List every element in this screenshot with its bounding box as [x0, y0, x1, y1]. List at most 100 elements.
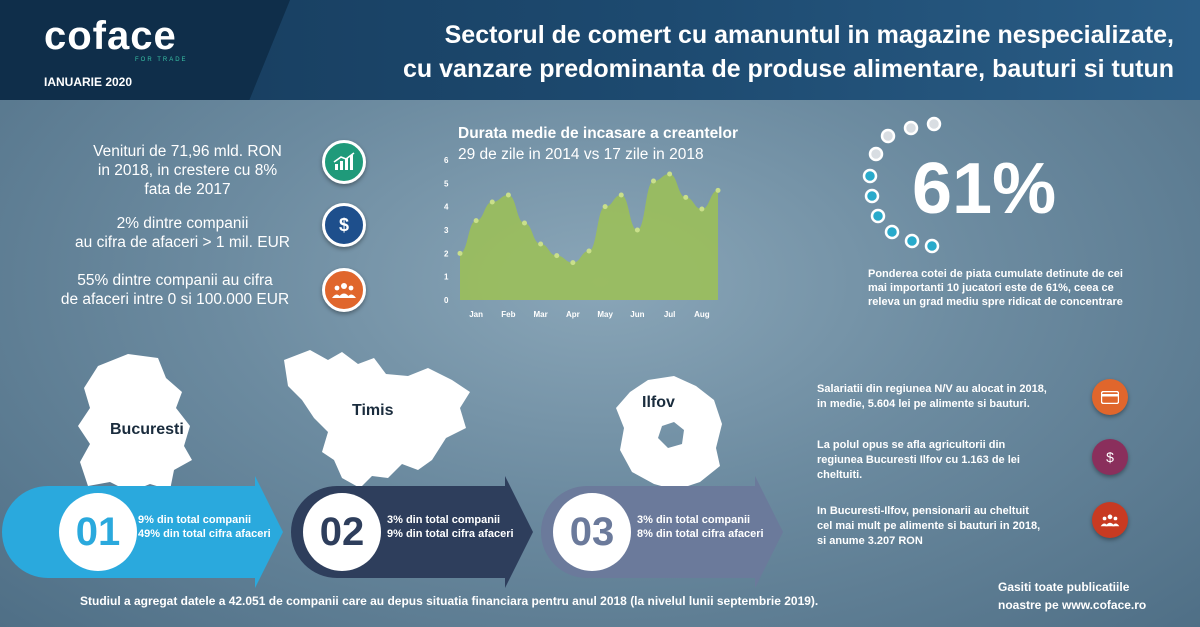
share-dot [903, 120, 919, 136]
publication-date: IANUARIE 2020 [44, 75, 133, 89]
y-tick-label: 4 [444, 203, 449, 212]
chart-subtitle: 29 de zile in 2014 vs 17 zile in 2018 [458, 146, 704, 163]
region-ilfov-line1: 3% din total companii [637, 514, 751, 526]
fact-farmers-line1: La polul opus se afla agricultorii din [817, 439, 1006, 451]
region-bucuresti-line1: 9% din total companii [138, 514, 252, 526]
area-chart: 0 1 2 3 4 5 6 Jan Feb Mar Apr May Jun Jul Aug [444, 156, 721, 319]
header-logo-panel [0, 0, 290, 100]
stat-large-line1: 2% dintre companii [116, 215, 249, 232]
region-number-02: 02 [303, 493, 381, 571]
region-stats-ilfov: 3% din total companii 8% din total cifra… [637, 513, 764, 541]
map-ilfov [616, 376, 722, 490]
data-point [602, 204, 608, 210]
map-label-timis: Timis [352, 402, 394, 419]
x-tick-label: May [597, 310, 613, 319]
y-tick-label: 0 [444, 296, 449, 305]
title-line-2: cu vanzare predominanta de produse alime… [403, 55, 1174, 83]
market-share-value: 61% [912, 149, 1057, 229]
growth-chart-icon [322, 140, 366, 184]
stat-revenue: Venituri de 71,96 mld. RON in 2018, in c… [60, 142, 315, 199]
map-label-ilfov: Ilfov [642, 394, 675, 411]
x-tick-label: Apr [566, 310, 580, 319]
data-point [586, 248, 592, 254]
data-point [505, 192, 511, 198]
map-bucuresti [78, 354, 192, 492]
fact-farmers-line2: regiunea Bucuresti Ilfov cu 1.163 de lei [817, 454, 1020, 466]
region-number-03: 03 [553, 493, 631, 571]
share-dot [926, 116, 942, 132]
stat-large-line2: au cifra de afaceri > 1 mil. EUR [75, 234, 290, 251]
fact-nv-line2: in medie, 5.604 lei pe alimente si bautu… [817, 398, 1030, 410]
data-point [699, 206, 705, 212]
x-tick-label: Aug [694, 310, 710, 319]
region-stats-bucuresti: 9% din total companii 49% din total cifr… [138, 513, 271, 541]
data-point [667, 171, 673, 177]
stat-revenue-line2: in 2018, in crestere cu 8% [97, 162, 278, 179]
people-group-icon [1092, 502, 1128, 538]
share-dot-highlighted [864, 188, 880, 204]
data-point [554, 253, 560, 259]
x-tick-label: Jun [630, 310, 644, 319]
data-point [570, 260, 576, 266]
data-point [715, 187, 721, 193]
data-point [618, 192, 624, 198]
y-tick-label: 2 [444, 249, 449, 258]
y-tick-label: 6 [444, 156, 449, 165]
share-dot-highlighted [862, 168, 878, 184]
footer-study-note: Studiul a agregat datele a 42.051 de com… [80, 594, 819, 608]
footer-website-note[interactable]: Gasiti toate publicatiile noastre pe www… [998, 578, 1146, 614]
coface-logo: coface [44, 14, 177, 58]
y-tick-label: 5 [444, 179, 449, 188]
data-point [473, 218, 479, 224]
share-dots-arc [862, 116, 942, 254]
region-timis-line1: 3% din total companii [387, 514, 501, 526]
footer-web-line2[interactable]: noastre pe www.coface.ro [998, 598, 1147, 612]
region-ilfov-line2: 8% din total cifra afaceri [637, 528, 764, 540]
data-point [457, 250, 463, 256]
data-point [538, 241, 544, 247]
money-bag-icon: $ [322, 203, 366, 247]
share-dot [880, 128, 896, 144]
fact-farmers: La polul opus se afla agricultorii din r… [817, 438, 1087, 483]
fact-pensioners-line3: si anume 3.207 RON [817, 535, 923, 547]
stat-small-line1: 55% dintre companii au cifra [77, 272, 273, 289]
y-tick-label: 1 [444, 273, 449, 282]
fact-nv-employees: Salariatii din regiunea N/V au alocat in… [817, 382, 1087, 412]
data-point [683, 194, 689, 200]
y-tick-label: 3 [444, 226, 449, 235]
stat-revenue-line3: fata de 2017 [144, 181, 231, 198]
map-label-bucuresti: Bucuresti [110, 421, 184, 438]
stat-small-companies: 55% dintre companii au cifra de afaceri … [25, 271, 325, 309]
stat-revenue-line1: Venituri de 71,96 mld. RON [93, 143, 282, 160]
fact-farmers-line3: cheltuiti. [817, 469, 863, 481]
chart-title: Durata medie de incasare a creantelor [458, 125, 738, 142]
share-dot-highlighted [884, 224, 900, 240]
page-title: Sectorul de comert cu amanuntul in magaz… [298, 18, 1174, 86]
share-dot [868, 146, 884, 162]
share-dot-highlighted [904, 233, 920, 249]
region-stats-timis: 3% din total companii 9% din total cifra… [387, 513, 514, 541]
x-tick-label: Mar [534, 310, 548, 319]
map-timis [284, 350, 470, 488]
fact-pensioners: In Bucuresti-Ilfov, pensionarii au chelt… [817, 504, 1087, 549]
credit-card-icon [1092, 379, 1128, 415]
region-timis-line2: 9% din total cifra afaceri [387, 528, 514, 540]
fact-pensioners-line2: cel mai mult pe alimente si bauturi in 2… [817, 520, 1041, 532]
data-point [522, 220, 527, 226]
fact-nv-line1: Salariatii din regiunea N/V au alocat in… [817, 383, 1047, 395]
stat-large-companies: 2% dintre companii au cifra de afaceri >… [40, 214, 325, 252]
people-group-icon [322, 268, 366, 312]
share-dot-highlighted [870, 208, 886, 224]
share-dot-highlighted [924, 238, 940, 254]
market-share-description: Ponderea cotei de piata cumulate detinut… [868, 268, 1123, 308]
region-number-01: 01 [59, 493, 137, 571]
logo-tagline: FOR TRADE [135, 57, 188, 63]
data-point [489, 199, 495, 205]
title-line-1: Sectorul de comert cu amanuntul in magaz… [444, 21, 1174, 49]
money-bag-icon: $ [1092, 439, 1128, 475]
stat-small-line2: de afaceri intre 0 si 100.000 EUR [60, 291, 290, 308]
fact-pensioners-line1: In Bucuresti-Ilfov, pensionarii au chelt… [817, 505, 1029, 517]
x-tick-label: Jul [664, 310, 676, 319]
data-point [651, 178, 656, 184]
area-series [460, 174, 718, 300]
